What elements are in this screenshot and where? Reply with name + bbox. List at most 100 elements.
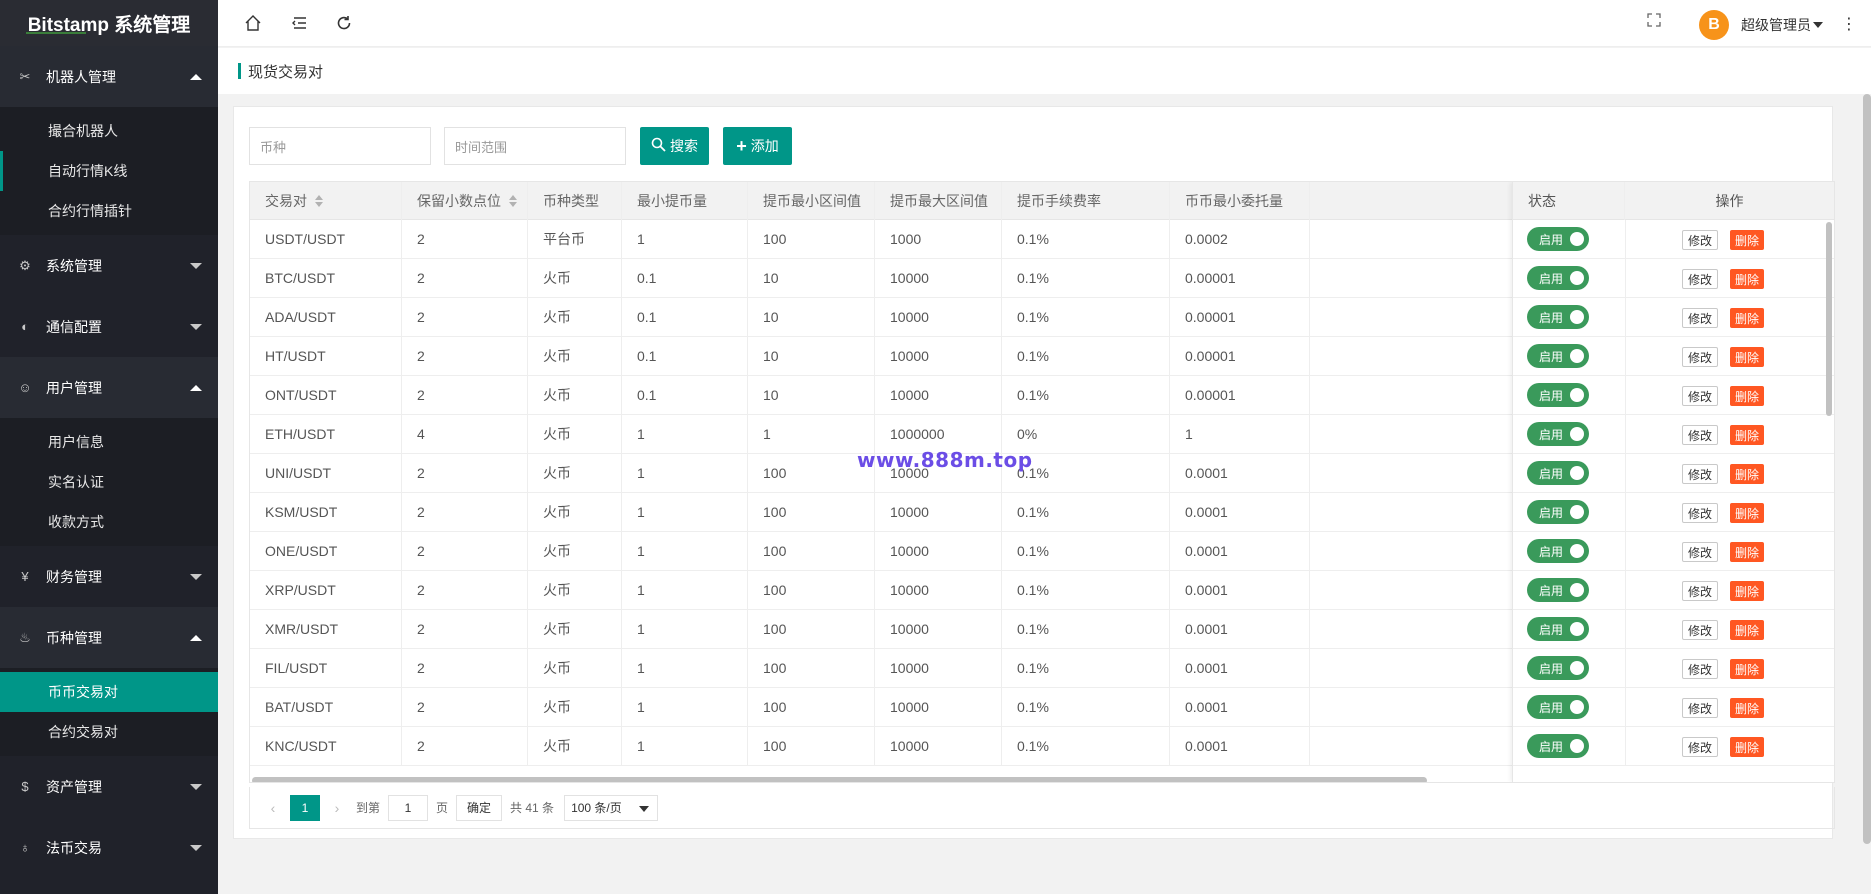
current-page[interactable]: 1 bbox=[290, 794, 320, 821]
delete-button[interactable]: 删除 bbox=[1730, 581, 1764, 601]
delete-button[interactable]: 删除 bbox=[1730, 620, 1764, 640]
refresh-icon[interactable] bbox=[333, 12, 355, 34]
delete-button[interactable]: 删除 bbox=[1730, 659, 1764, 679]
edit-button[interactable]: 修改 bbox=[1682, 659, 1718, 679]
page-vertical-scrollbar[interactable] bbox=[1863, 94, 1871, 844]
table-cell: 火币 bbox=[528, 454, 622, 492]
table-vertical-scrollbar[interactable] bbox=[1826, 222, 1832, 416]
status-toggle[interactable]: 启用 bbox=[1527, 695, 1589, 719]
delete-button[interactable]: 删除 bbox=[1730, 386, 1764, 406]
table-cell: 火币 bbox=[528, 337, 622, 375]
page-size-select[interactable]: 100 条/页 bbox=[564, 794, 659, 821]
pagination: ‹ 1 › 到第 1 页 确定 共 41 条 100 条/页 bbox=[249, 787, 1835, 829]
edit-button[interactable]: 修改 bbox=[1682, 581, 1718, 601]
topbar: B 超级管理员 ⋮ bbox=[218, 0, 1871, 47]
user-menu[interactable]: B 超级管理员 bbox=[1699, 10, 1823, 40]
delete-button[interactable]: 删除 bbox=[1730, 737, 1764, 757]
table-cell: 火币 bbox=[528, 649, 622, 687]
sidebar-item[interactable]: 用户信息 bbox=[0, 422, 218, 462]
time-range-input[interactable]: 时间范围 bbox=[444, 127, 626, 165]
home-icon[interactable] bbox=[242, 12, 264, 34]
delete-button[interactable]: 删除 bbox=[1730, 698, 1764, 718]
sidebar-group-head[interactable]: ◐ 通信配置 bbox=[0, 296, 218, 357]
goto-confirm-button[interactable]: 确定 bbox=[456, 794, 503, 821]
sidebar-item[interactable]: 合约行情插针 bbox=[0, 191, 218, 231]
status-toggle[interactable]: 启用 bbox=[1527, 383, 1589, 407]
table-cell: 火币 bbox=[528, 688, 622, 726]
status-toggle[interactable]: 启用 bbox=[1527, 344, 1589, 368]
add-button[interactable]: + 添加 bbox=[723, 127, 792, 165]
sidebar-item[interactable]: 币币交易对 bbox=[0, 672, 218, 712]
sidebar-item[interactable]: 实名认证 bbox=[0, 462, 218, 502]
status-toggle[interactable]: 启用 bbox=[1527, 461, 1589, 485]
edit-button[interactable]: 修改 bbox=[1682, 464, 1718, 484]
fixed-action-columns: 状态 操作 启用 修改 删除 启用 修改 删除 启用 修改 删除 启用 修改 删除 启用 修改 删除 启用 修改删… bbox=[1512, 182, 1834, 782]
page-unit-label: 页 bbox=[436, 801, 449, 815]
table-cell: 0.00001 bbox=[1170, 259, 1310, 297]
table-cell: 10000 bbox=[875, 727, 1002, 765]
edit-button[interactable]: 修改 bbox=[1682, 542, 1718, 562]
status-toggle[interactable]: 启用 bbox=[1527, 656, 1589, 680]
sort-icon[interactable] bbox=[509, 195, 517, 207]
delete-button[interactable]: 删除 bbox=[1730, 503, 1764, 523]
table-cell: ONE/USDT bbox=[250, 532, 402, 570]
table-cell: 火币 bbox=[528, 493, 622, 531]
table-horizontal-scrollbar[interactable] bbox=[252, 777, 1427, 782]
toggle-knob bbox=[1570, 349, 1584, 363]
sidebar-item[interactable]: 自动行情K线 bbox=[0, 151, 218, 191]
edit-button[interactable]: 修改 bbox=[1682, 698, 1718, 718]
status-toggle[interactable]: 启用 bbox=[1527, 578, 1589, 602]
status-toggle[interactable]: 启用 bbox=[1527, 422, 1589, 446]
robot-icon: ✂ bbox=[19, 68, 31, 84]
sort-icon[interactable] bbox=[315, 195, 323, 207]
status-toggle[interactable]: 启用 bbox=[1527, 305, 1589, 329]
status-toggle[interactable]: 启用 bbox=[1527, 734, 1589, 758]
sidebar-item[interactable]: 合约交易对 bbox=[0, 712, 218, 752]
delete-button[interactable]: 删除 bbox=[1730, 542, 1764, 562]
sidebar-item[interactable]: 撮合机器人 bbox=[0, 111, 218, 151]
sidebar-group-head[interactable]: ✂ 机器人管理 bbox=[0, 46, 218, 107]
next-page-icon[interactable]: › bbox=[334, 799, 340, 816]
fullscreen-icon[interactable] bbox=[1647, 13, 1661, 30]
column-header[interactable]: 交易对 bbox=[250, 182, 402, 220]
delete-button[interactable]: 删除 bbox=[1730, 464, 1764, 484]
coin-search-input[interactable]: 币种 bbox=[249, 127, 431, 165]
edit-button[interactable]: 修改 bbox=[1682, 737, 1718, 757]
delete-button[interactable]: 删除 bbox=[1730, 347, 1764, 367]
goto-page-input[interactable]: 1 bbox=[388, 794, 429, 821]
edit-button[interactable]: 修改 bbox=[1682, 308, 1718, 328]
sidebar-item[interactable]: 收款方式 bbox=[0, 502, 218, 542]
edit-button[interactable]: 修改 bbox=[1682, 503, 1718, 523]
table-cell: 1 bbox=[622, 415, 748, 453]
edit-button[interactable]: 修改 bbox=[1682, 230, 1718, 250]
delete-button[interactable]: 删除 bbox=[1730, 425, 1764, 445]
status-toggle[interactable]: 启用 bbox=[1527, 266, 1589, 290]
delete-button[interactable]: 删除 bbox=[1730, 230, 1764, 250]
delete-button[interactable]: 删除 bbox=[1730, 308, 1764, 328]
sidebar-group-label: 系统管理 bbox=[46, 257, 102, 274]
status-toggle[interactable]: 启用 bbox=[1527, 500, 1589, 524]
prev-page-icon[interactable]: ‹ bbox=[270, 799, 276, 816]
column-header: 状态 bbox=[1513, 182, 1625, 220]
delete-button[interactable]: 删除 bbox=[1730, 269, 1764, 289]
menu-fold-icon[interactable] bbox=[288, 12, 310, 34]
status-toggle[interactable]: 启用 bbox=[1527, 617, 1589, 641]
sidebar-group-head[interactable]: ⚙ 系统管理 bbox=[0, 235, 218, 296]
edit-button[interactable]: 修改 bbox=[1682, 347, 1718, 367]
column-header[interactable]: 保留小数点位 bbox=[402, 182, 528, 220]
status-toggle[interactable]: 启用 bbox=[1527, 539, 1589, 563]
sidebar-group-head[interactable]: ♨ 币种管理 bbox=[0, 607, 218, 668]
status-toggle[interactable]: 启用 bbox=[1527, 227, 1589, 251]
sidebar-group-head[interactable]: ☺ 用户管理 bbox=[0, 357, 218, 418]
sidebar-group-head[interactable]: ¥ 财务管理 bbox=[0, 546, 218, 607]
search-button[interactable]: 搜索 bbox=[640, 127, 709, 165]
edit-button[interactable]: 修改 bbox=[1682, 620, 1718, 640]
app-title: Bitstamp 系统管理 bbox=[27, 14, 191, 36]
edit-button[interactable]: 修改 bbox=[1682, 386, 1718, 406]
sidebar-group-head[interactable]: ♁ 法币交易 bbox=[0, 817, 218, 878]
more-icon[interactable]: ⋮ bbox=[1841, 16, 1857, 33]
sidebar-group-head[interactable]: $ 资产管理 bbox=[0, 756, 218, 817]
edit-button[interactable]: 修改 bbox=[1682, 425, 1718, 445]
app-logo[interactable]: Bitstamp 系统管理 bbox=[0, 0, 218, 46]
edit-button[interactable]: 修改 bbox=[1682, 269, 1718, 289]
